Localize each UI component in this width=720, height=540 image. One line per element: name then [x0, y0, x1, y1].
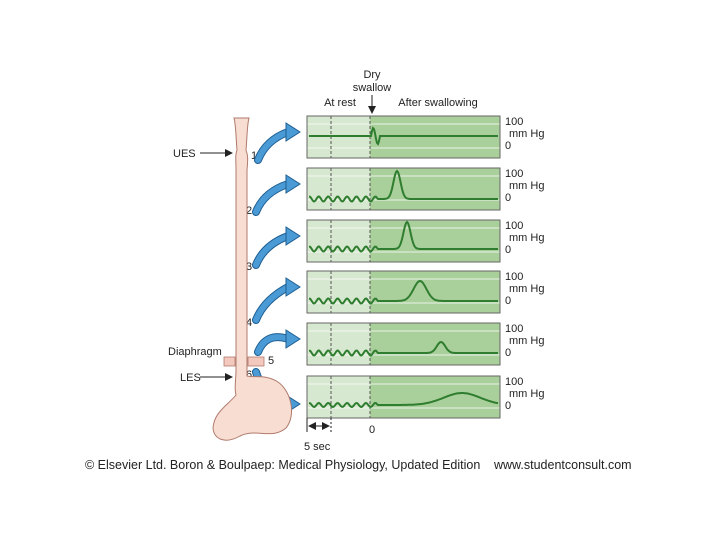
interval-label: 5 sec: [304, 441, 331, 453]
rest-area: [307, 323, 370, 365]
flow-arrow: [255, 129, 291, 163]
site-number: 4: [246, 317, 252, 329]
pressure-trace: [309, 126, 498, 146]
scale-label: mm Hg: [509, 335, 544, 347]
panel-frame: [306, 322, 501, 366]
scale-label: 100: [505, 220, 523, 232]
phase-label: After swallowing: [398, 97, 477, 109]
flow-arrow-head: [285, 226, 301, 246]
pressure-trace: [308, 340, 498, 357]
swallow-area: [370, 220, 500, 262]
event-label: swallow: [353, 82, 392, 94]
site-number: 6: [246, 369, 252, 381]
scale-label: 0: [505, 192, 511, 204]
pressure-trace: [308, 169, 498, 203]
url: www.studentconsult.com: [493, 458, 632, 472]
event-label: Dry: [363, 69, 381, 81]
flow-arrow: [253, 284, 291, 323]
scale-label: mm Hg: [509, 283, 544, 295]
scale-label: 100: [505, 116, 523, 128]
scale-label: 0: [505, 295, 511, 307]
panel-frame: [306, 167, 501, 211]
rest-area: [307, 220, 370, 262]
rest-area: [307, 168, 370, 210]
pressure-trace: [308, 279, 498, 305]
scale-label: 0: [505, 347, 511, 359]
credit: © Elsevier Ltd. Boron & Boulpaep: Medica…: [85, 458, 480, 472]
flow-arrow-head: [285, 277, 301, 297]
site-number: 2: [246, 205, 252, 217]
site-number: 1: [251, 150, 257, 162]
panel-frame: [306, 375, 501, 419]
flow-arrow: [253, 181, 291, 215]
scale-label: 100: [505, 376, 523, 388]
site-number: 3: [246, 261, 252, 273]
site-number: 5: [268, 355, 274, 367]
scale-label: mm Hg: [509, 180, 544, 192]
scale-label: 100: [505, 271, 523, 283]
scale-label: mm Hg: [509, 232, 544, 244]
anatomy-label: LES: [180, 372, 201, 384]
flow-arrow-head: [285, 174, 301, 194]
scale-label: 0: [505, 140, 511, 152]
scale-label: mm Hg: [509, 388, 544, 400]
flow-arrow-head: [285, 122, 301, 142]
scale-label: mm Hg: [509, 128, 544, 140]
phase-label: At rest: [324, 97, 356, 109]
swallow-area: [370, 323, 500, 365]
pressure-trace: [308, 220, 498, 253]
panel-frame: [306, 115, 501, 159]
anatomy-label: UES: [173, 148, 196, 160]
flow-arrow-head: [285, 329, 301, 349]
flow-arrow: [255, 334, 291, 355]
scale-label: 100: [505, 168, 523, 180]
rest-area: [307, 271, 370, 313]
scale-label: 0: [505, 400, 511, 412]
panel-frame: [306, 219, 501, 263]
anatomy-label: Diaphragm: [168, 346, 222, 358]
flow-arrow: [253, 233, 291, 268]
panel-frame: [306, 270, 501, 314]
esophagus: [212, 117, 293, 441]
swallow-area: [370, 271, 500, 313]
pressure-trace: [308, 392, 499, 409]
scale-label: 0: [505, 244, 511, 256]
origin-label: 0: [369, 424, 375, 436]
rest-area: [307, 376, 370, 418]
swallow-area: [370, 168, 500, 210]
scale-label: 100: [505, 323, 523, 335]
